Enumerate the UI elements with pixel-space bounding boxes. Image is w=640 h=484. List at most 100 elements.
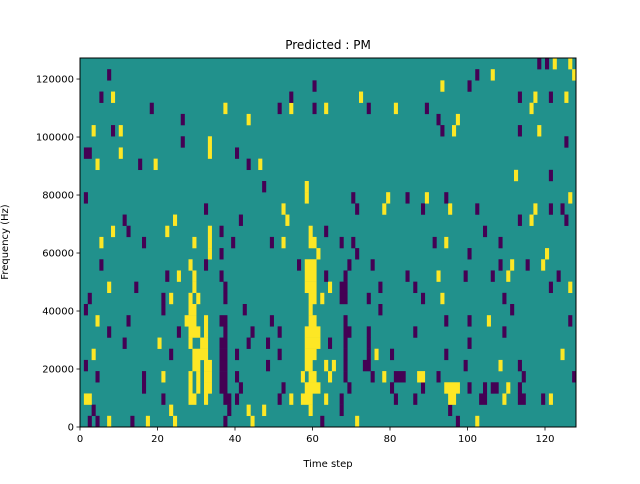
heatmap-cell-high bbox=[545, 248, 550, 260]
heatmap-cell-high bbox=[304, 337, 321, 349]
heatmap-cell-low bbox=[339, 236, 344, 249]
heatmap-cell-high bbox=[386, 192, 391, 204]
heatmap-cell-high bbox=[118, 125, 123, 137]
heatmap-cell-high bbox=[324, 393, 329, 405]
heatmap-cell-high bbox=[111, 91, 116, 103]
heatmap-cell-low bbox=[548, 203, 553, 215]
heatmap-cell-low bbox=[421, 203, 426, 215]
heatmap-cell-low bbox=[180, 136, 185, 148]
heatmap-cell-high bbox=[281, 236, 286, 249]
chart-title: Predicted : PM bbox=[285, 38, 371, 52]
heatmap-cell-low bbox=[235, 147, 240, 159]
heatmap-cell-high bbox=[304, 181, 309, 193]
heatmap-cell-low bbox=[537, 58, 542, 70]
heatmap-cell-high bbox=[355, 415, 360, 428]
heatmap-cell-low bbox=[223, 281, 228, 294]
heatmap-cell-low bbox=[448, 404, 453, 417]
heatmap-cell-low bbox=[548, 281, 553, 294]
heatmap-cell-high bbox=[324, 359, 329, 372]
heatmap-cell-high bbox=[304, 326, 321, 338]
heatmap-cell-high bbox=[308, 315, 317, 327]
heatmap-cell-low bbox=[475, 203, 480, 215]
heatmap-cell-high bbox=[111, 225, 116, 238]
heatmap-cell-high bbox=[204, 315, 209, 327]
heatmap-cell-low bbox=[343, 270, 348, 282]
heatmap-cell-low bbox=[517, 91, 522, 103]
heatmap-cell-high bbox=[304, 348, 317, 361]
heatmap-cell-low bbox=[564, 214, 569, 226]
heatmap-cell-low bbox=[339, 393, 344, 405]
heatmap-cell-low bbox=[405, 192, 410, 204]
heatmap-cell-low bbox=[444, 348, 449, 361]
heatmap-cell-high bbox=[188, 292, 193, 305]
heatmap-cell-low bbox=[525, 259, 530, 271]
heatmap-cell-low bbox=[223, 326, 228, 338]
heatmap-cell-low bbox=[142, 382, 147, 394]
heatmap-cell-high bbox=[448, 393, 457, 405]
heatmap-cell-high bbox=[455, 113, 460, 126]
heatmap-cell-low bbox=[436, 371, 441, 383]
heatmap-cell-high bbox=[204, 371, 212, 383]
heatmap-cell-high bbox=[533, 203, 538, 215]
heatmap-cell-high bbox=[207, 147, 212, 159]
heatmap-cell-low bbox=[312, 80, 317, 92]
heatmap-cell-high bbox=[537, 125, 542, 137]
heatmap-cell-low bbox=[521, 371, 526, 383]
heatmap-cell-low bbox=[378, 304, 383, 316]
heatmap-cell-high bbox=[486, 315, 491, 327]
heatmap-cell-high bbox=[246, 113, 251, 126]
heatmap-cell-low bbox=[502, 326, 507, 338]
heatmap-cell-low bbox=[235, 393, 240, 405]
heatmap-cell-high bbox=[107, 281, 112, 294]
heatmap-cell-high bbox=[289, 102, 294, 115]
heatmap-cell-high bbox=[300, 393, 313, 405]
heatmap-cell-low bbox=[219, 382, 228, 394]
heatmap-cell-low bbox=[324, 225, 329, 238]
heatmap-cell-high bbox=[382, 203, 387, 215]
heatmap-cell-high bbox=[262, 404, 267, 417]
heatmap-cell-low bbox=[277, 326, 282, 338]
heatmap-cell-low bbox=[366, 337, 371, 349]
heatmap-cell-low bbox=[498, 236, 503, 249]
heatmap-cell-high bbox=[541, 259, 546, 271]
heatmap-cell-high bbox=[568, 192, 573, 204]
heatmap-cell-low bbox=[134, 281, 139, 294]
heatmap-cell-low bbox=[328, 337, 333, 349]
heatmap-cell-high bbox=[169, 404, 174, 417]
heatmap-cell-high bbox=[173, 214, 178, 226]
heatmap-cell-low bbox=[467, 248, 472, 260]
heatmap-cell-high bbox=[176, 270, 181, 282]
heatmap-cell-low bbox=[355, 248, 360, 260]
heatmap-cell-high bbox=[417, 371, 426, 383]
heatmap-cell-low bbox=[227, 404, 232, 417]
heatmap-cell-low bbox=[421, 382, 426, 394]
heatmap-cell-high bbox=[188, 304, 197, 316]
heatmap-cell-high bbox=[514, 169, 519, 182]
heatmap-cell-low bbox=[281, 382, 286, 394]
heatmap-cell-high bbox=[533, 91, 538, 103]
heatmap-cell-high bbox=[188, 382, 193, 394]
heatmap-cell-low bbox=[556, 270, 561, 282]
heatmap-cell-high bbox=[207, 248, 212, 260]
heatmap-cell-low bbox=[99, 259, 104, 271]
heatmap-cell-high bbox=[153, 158, 158, 171]
y-tick-label: 60000 bbox=[42, 249, 74, 260]
heatmap-cell-low bbox=[339, 404, 344, 417]
heatmap-cell-high bbox=[320, 292, 325, 305]
heatmap-cell-high bbox=[196, 292, 201, 305]
x-tick-label: 120 bbox=[535, 434, 554, 445]
heatmap-cell-low bbox=[269, 315, 274, 327]
heatmap-cell-high bbox=[440, 292, 445, 305]
heatmap-cell-low bbox=[390, 382, 395, 394]
heatmap-cell-high bbox=[173, 415, 178, 428]
heatmap-cell-high bbox=[331, 359, 336, 372]
heatmap-cell-high bbox=[568, 58, 573, 70]
heatmap-cell-high bbox=[200, 337, 209, 349]
heatmap-cell-high bbox=[393, 102, 398, 115]
heatmap-cell-low bbox=[498, 259, 503, 271]
heatmap-cell-high bbox=[510, 259, 515, 271]
heatmap-cell-high bbox=[223, 102, 228, 115]
heatmap-cell-low bbox=[343, 348, 348, 361]
heatmap-cell-low bbox=[483, 382, 488, 394]
heatmap-cell-high bbox=[308, 236, 317, 249]
